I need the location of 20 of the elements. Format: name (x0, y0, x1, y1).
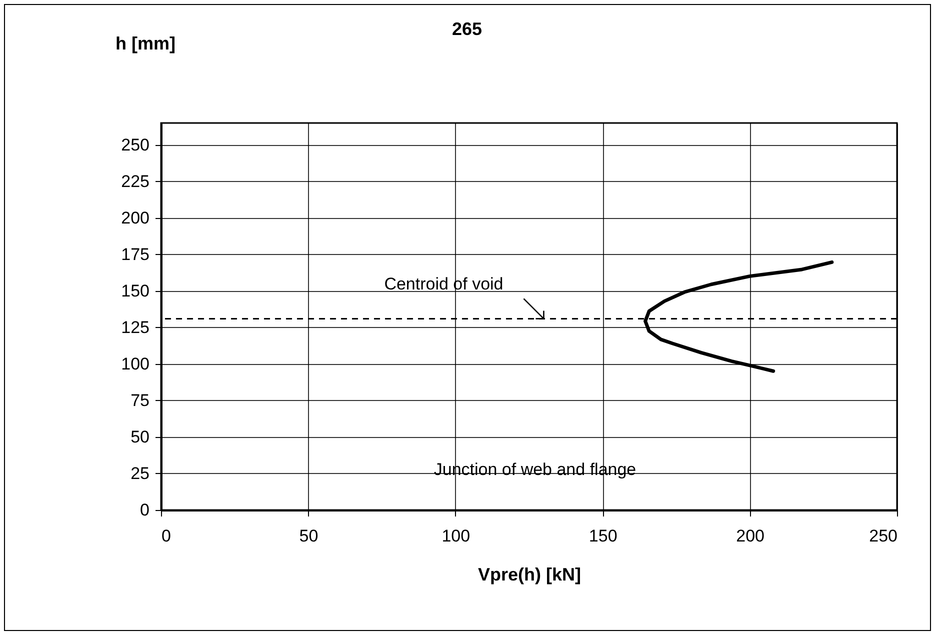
y-tick-label: 100 (121, 354, 150, 374)
y-tick-label: 150 (121, 281, 150, 300)
y-tick-label: 250 (121, 135, 150, 154)
x-tick-label: 200 (736, 526, 764, 546)
x-axis-title: Vpre(h) [kN] (478, 564, 581, 584)
y-tick-label: 175 (121, 244, 150, 264)
y-axis-title: h [mm] (116, 34, 176, 54)
y-tick-label: 125 (121, 318, 150, 337)
y-tick-label: 225 (121, 172, 150, 191)
x-tick-label: 150 (588, 526, 618, 546)
x-tick-label: 50 (299, 526, 318, 546)
chart-title: 265 (452, 19, 482, 39)
y-tick-label: 0 (140, 500, 150, 520)
x-tick-label: 0 (162, 526, 171, 546)
x-tick-label: 250 (869, 526, 898, 546)
y-tick-label: 75 (130, 390, 150, 410)
x-tick-label: 100 (442, 526, 470, 546)
y-tick-label: 50 (130, 427, 150, 446)
y-tick-label: 200 (121, 208, 150, 228)
y-tick-label: 25 (130, 464, 150, 483)
